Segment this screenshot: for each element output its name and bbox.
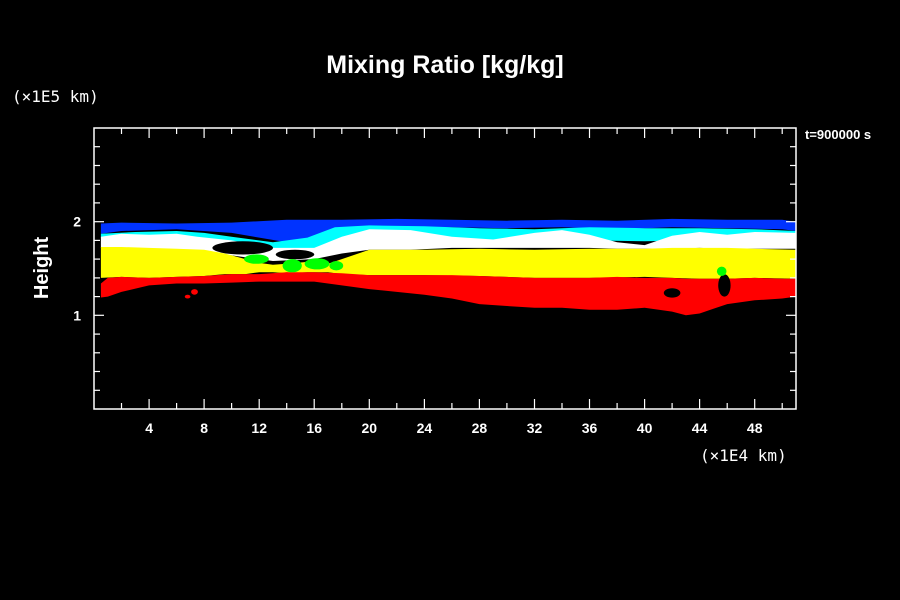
x-tick-label: 32 xyxy=(527,420,543,436)
red-speck xyxy=(281,272,293,280)
band-yellow xyxy=(100,247,796,279)
green-blob xyxy=(304,258,330,270)
x-tick-label: 36 xyxy=(582,420,598,436)
black-intrusion xyxy=(275,249,315,260)
x-tick-label: 40 xyxy=(637,420,653,436)
x-tick-label: 16 xyxy=(306,420,322,436)
y-tick-label: 2 xyxy=(73,214,81,230)
y-tick-label: 1 xyxy=(73,307,81,323)
mixing-ratio-field xyxy=(100,218,796,316)
x-tick-label: 28 xyxy=(472,420,488,436)
x-tick-label: 4 xyxy=(145,420,153,436)
black-intrusion xyxy=(718,274,731,297)
x-tick-label: 20 xyxy=(362,420,378,436)
axis-ticks xyxy=(94,128,796,409)
green-blob xyxy=(716,266,727,276)
time-label: t=900000 s xyxy=(805,127,871,142)
band-red xyxy=(100,272,796,316)
black-intrusion xyxy=(663,288,681,298)
green-blob xyxy=(282,259,302,273)
red-speck xyxy=(184,294,191,299)
band-blue xyxy=(100,218,796,243)
red-speck xyxy=(191,289,198,295)
green-blob xyxy=(244,254,269,264)
x-tick-label: 44 xyxy=(692,420,708,436)
green-blob xyxy=(329,261,344,271)
x-tick-label: 12 xyxy=(251,420,267,436)
x-tick-label: 24 xyxy=(417,420,433,436)
plot-frame xyxy=(93,127,797,410)
x-unit-label: (×1E4 km) xyxy=(700,446,787,465)
x-tick-label: 48 xyxy=(747,420,763,436)
band-white xyxy=(100,229,796,261)
x-tick-label: 8 xyxy=(200,420,208,436)
plot-area xyxy=(100,218,796,316)
y-axis-label: Height xyxy=(31,237,53,300)
chart-title: Mixing Ratio [kg/kg] xyxy=(326,51,564,79)
black-intrusion xyxy=(212,241,273,255)
y-unit-label: (×1E5 km) xyxy=(12,87,99,106)
